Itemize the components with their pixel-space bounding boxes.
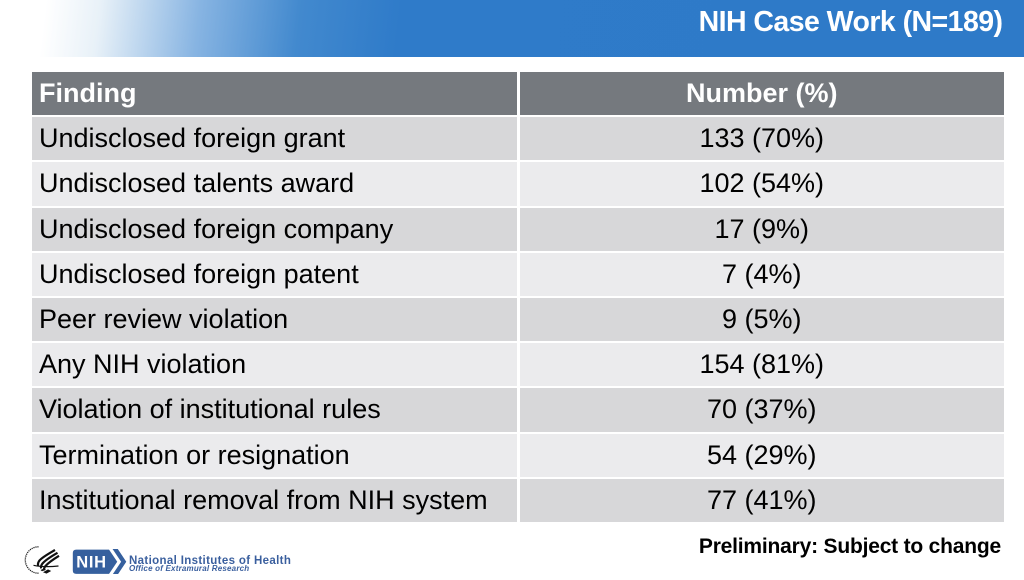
svg-text:NIH: NIH — [76, 553, 107, 571]
